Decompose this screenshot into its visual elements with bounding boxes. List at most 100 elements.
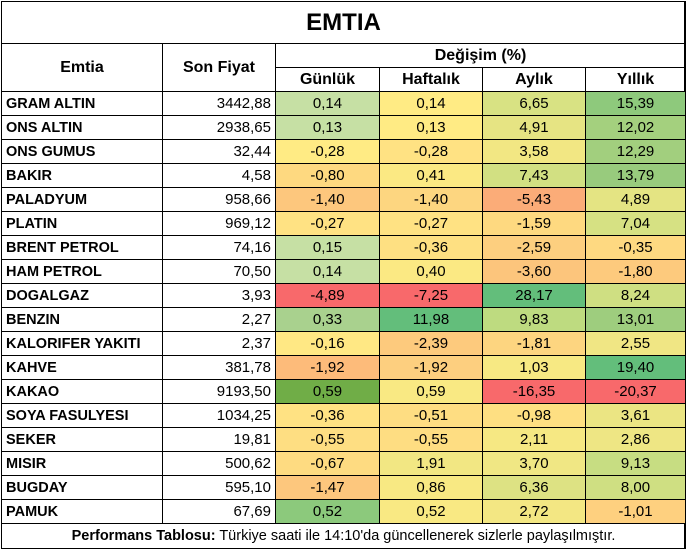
footer-text: Türkiye saati ile 14:10'da güncellenerek… bbox=[215, 528, 616, 544]
change-monthly: -3,60 bbox=[482, 259, 586, 284]
change-yearly: 12,29 bbox=[584, 139, 687, 164]
last-price: 500,62 bbox=[162, 451, 276, 476]
header-name: Emtia bbox=[1, 43, 163, 92]
change-weekly: 0,14 bbox=[379, 91, 483, 116]
change-monthly: 3,70 bbox=[482, 451, 586, 476]
header-weekly: Haftalık bbox=[379, 67, 483, 92]
change-daily: -4,89 bbox=[275, 283, 380, 308]
change-weekly: -0,36 bbox=[379, 235, 483, 260]
change-daily: 0,59 bbox=[275, 379, 380, 404]
change-weekly: -7,25 bbox=[379, 283, 483, 308]
commodity-name: PLATIN bbox=[1, 211, 163, 236]
change-monthly: 6,65 bbox=[482, 91, 586, 116]
change-monthly: 3,58 bbox=[482, 139, 586, 164]
change-weekly: 0,13 bbox=[379, 115, 483, 140]
change-yearly: 3,61 bbox=[584, 403, 687, 428]
table-footer: Performans Tablosu: Türkiye saati ile 14… bbox=[0, 523, 687, 549]
change-monthly: -1,59 bbox=[482, 211, 586, 236]
footer-label: Performans Tablosu: bbox=[71, 528, 216, 544]
commodity-name: KAHVE bbox=[1, 355, 163, 380]
commodity-name: BAKIR bbox=[1, 163, 163, 188]
change-daily: 0,13 bbox=[275, 115, 380, 140]
change-daily: -0,16 bbox=[275, 331, 380, 356]
table-row: PLATIN 969,12 -0,27 -0,27 -1,59 7,04 bbox=[1, 211, 687, 236]
table-row: GRAM ALTIN 3442,88 0,14 0,14 6,65 15,39 bbox=[1, 91, 687, 116]
change-monthly: -16,35 bbox=[482, 379, 586, 404]
last-price: 67,69 bbox=[162, 499, 276, 524]
last-price: 19,81 bbox=[162, 427, 276, 452]
change-weekly: -0,51 bbox=[379, 403, 483, 428]
change-yearly: 13,01 bbox=[584, 307, 687, 332]
change-monthly: 6,36 bbox=[482, 475, 586, 500]
change-monthly: -2,59 bbox=[482, 235, 586, 260]
change-yearly: -20,37 bbox=[584, 379, 687, 404]
last-price: 2,37 bbox=[162, 331, 276, 356]
change-daily: 0,33 bbox=[275, 307, 380, 332]
change-monthly: 9,83 bbox=[482, 307, 586, 332]
change-daily: -1,47 bbox=[275, 475, 380, 500]
last-price: 2,27 bbox=[162, 307, 276, 332]
table-row: PAMUK 67,69 0,52 0,52 2,72 -1,01 bbox=[1, 499, 687, 524]
table-row: BENZIN 2,27 0,33 11,98 9,83 13,01 bbox=[1, 307, 687, 332]
change-weekly: 1,91 bbox=[379, 451, 483, 476]
commodity-name: BUGDAY bbox=[1, 475, 163, 500]
last-price: 969,12 bbox=[162, 211, 276, 236]
change-yearly: 8,24 bbox=[584, 283, 687, 308]
table-row: KAKAO 9193,50 0,59 0,59 -16,35 -20,37 bbox=[1, 379, 687, 404]
commodity-name: BENZIN bbox=[1, 307, 163, 332]
change-yearly: -1,01 bbox=[584, 499, 687, 524]
last-price: 4,58 bbox=[162, 163, 276, 188]
commodity-name: SEKER bbox=[1, 427, 163, 452]
change-daily: -0,27 bbox=[275, 211, 380, 236]
last-price: 3,93 bbox=[162, 283, 276, 308]
change-yearly: -0,35 bbox=[584, 235, 687, 260]
commodity-name: SOYA FASULYESI bbox=[1, 403, 163, 428]
change-yearly: 2,86 bbox=[584, 427, 687, 452]
last-price: 1034,25 bbox=[162, 403, 276, 428]
commodity-name: HAM PETROL bbox=[1, 259, 163, 284]
table-body: GRAM ALTIN 3442,88 0,14 0,14 6,65 15,39 ONS AL… bbox=[1, 91, 687, 524]
change-yearly: 2,55 bbox=[584, 331, 687, 356]
table-row: HAM PETROL 70,50 0,14 0,40 -3,60 -1,80 bbox=[1, 259, 687, 284]
change-daily: -1,40 bbox=[275, 187, 380, 212]
change-monthly: 4,91 bbox=[482, 115, 586, 140]
change-weekly: -0,27 bbox=[379, 211, 483, 236]
commodity-name: DOGALGAZ bbox=[1, 283, 163, 308]
table-row: SOYA FASULYESI 1034,25 -0,36 -0,51 -0,98 3,61 bbox=[1, 403, 687, 428]
table-row: BAKIR 4,58 -0,80 0,41 7,43 13,79 bbox=[1, 163, 687, 188]
header-yearly: Yıllık bbox=[584, 67, 687, 92]
table-row: MISIR 500,62 -0,67 1,91 3,70 9,13 bbox=[1, 451, 687, 476]
commodity-name: PAMUK bbox=[1, 499, 163, 524]
last-price: 3442,88 bbox=[162, 91, 276, 116]
table-row: ONS ALTIN 2938,65 0,13 0,13 4,91 12,02 bbox=[1, 115, 687, 140]
change-weekly: 0,40 bbox=[379, 259, 483, 284]
change-monthly: 2,72 bbox=[482, 499, 586, 524]
change-weekly: 11,98 bbox=[379, 307, 483, 332]
change-monthly: -5,43 bbox=[482, 187, 586, 212]
header-daily: Günlük bbox=[275, 67, 380, 92]
change-weekly: 0,41 bbox=[379, 163, 483, 188]
last-price: 70,50 bbox=[162, 259, 276, 284]
last-price: 595,10 bbox=[162, 475, 276, 500]
change-yearly: 15,39 bbox=[584, 91, 687, 116]
change-weekly: 0,86 bbox=[379, 475, 483, 500]
table-row: ONS GUMUS 32,44 -0,28 -0,28 3,58 12,29 bbox=[1, 139, 687, 164]
commodity-name: ONS GUMUS bbox=[1, 139, 163, 164]
change-daily: -0,67 bbox=[275, 451, 380, 476]
change-yearly: 9,13 bbox=[584, 451, 687, 476]
commodity-name: KAKAO bbox=[1, 379, 163, 404]
change-weekly: 0,59 bbox=[379, 379, 483, 404]
header-price: Son Fiyat bbox=[162, 43, 276, 92]
commodity-name: BRENT PETROL bbox=[1, 235, 163, 260]
change-monthly: -0,98 bbox=[482, 403, 586, 428]
change-weekly: -1,92 bbox=[379, 355, 483, 380]
table-row: BUGDAY 595,10 -1,47 0,86 6,36 8,00 bbox=[1, 475, 687, 500]
change-daily: 0,15 bbox=[275, 235, 380, 260]
change-monthly: 1,03 bbox=[482, 355, 586, 380]
last-price: 2938,65 bbox=[162, 115, 276, 140]
change-yearly: 8,00 bbox=[584, 475, 687, 500]
table-row: SEKER 19,81 -0,55 -0,55 2,11 2,86 bbox=[1, 427, 687, 452]
change-yearly: 12,02 bbox=[584, 115, 687, 140]
